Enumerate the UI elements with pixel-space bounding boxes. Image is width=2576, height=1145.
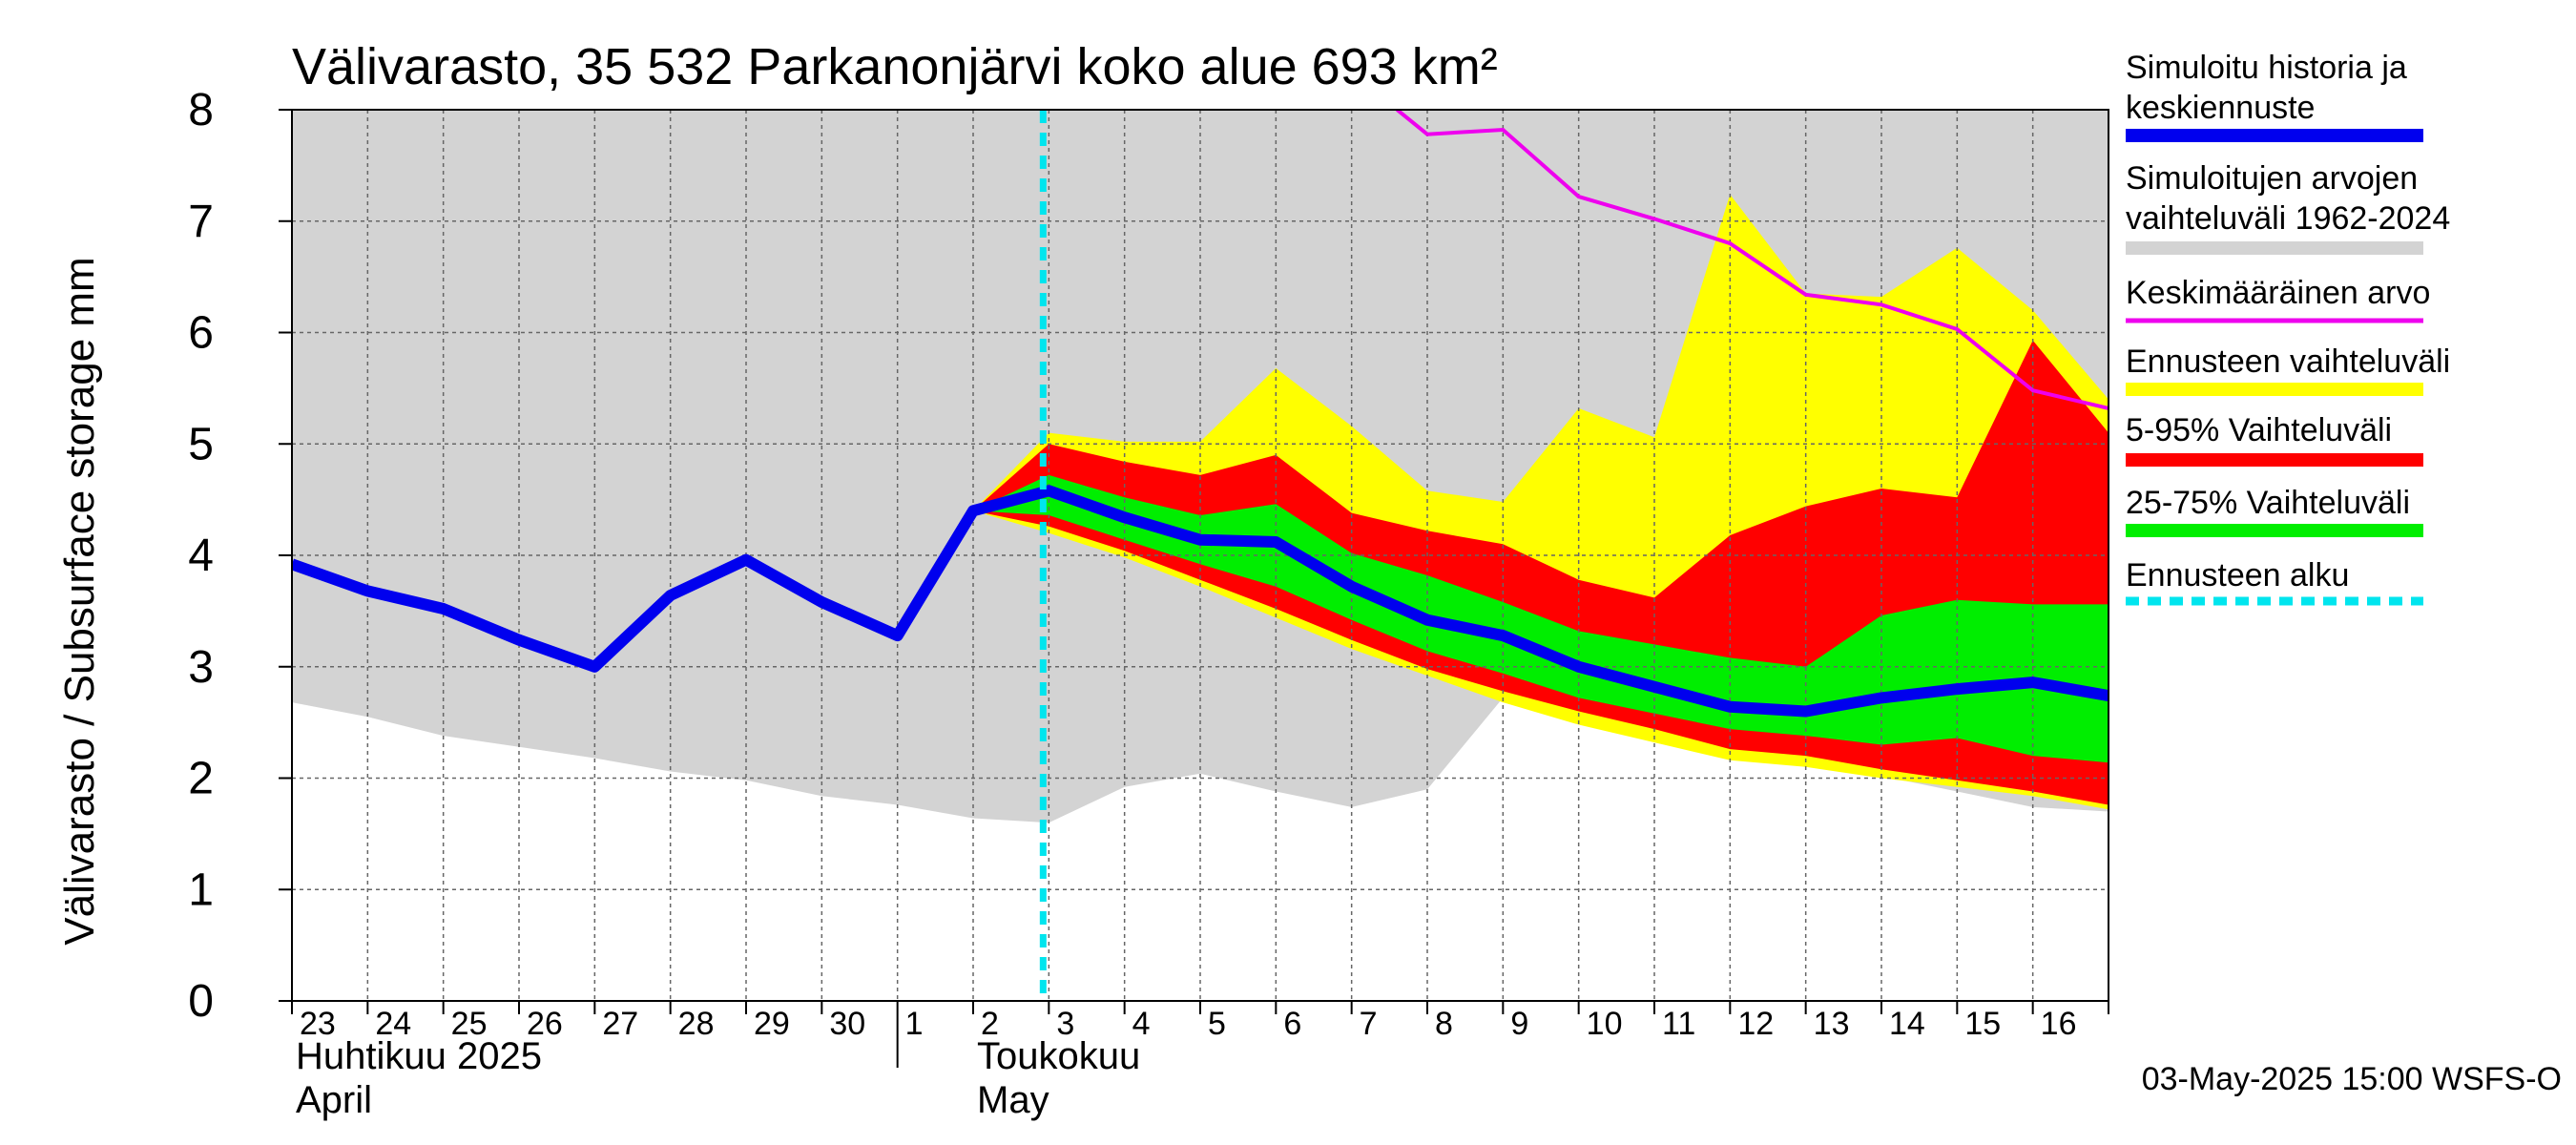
month-label-primary: Toukokuu: [977, 1035, 1140, 1077]
series-layer: [292, 110, 2109, 1001]
legend-label: 5-95% Vaihteluväli: [2126, 412, 2392, 448]
x-tick-label: 1: [905, 1006, 924, 1042]
x-tick-label: 8: [1435, 1006, 1453, 1042]
y-tick-label: 6: [188, 308, 214, 359]
x-tick-label: 23: [300, 1006, 336, 1042]
median-line: [292, 485, 2109, 718]
x-tick-label: 14: [1889, 1006, 1925, 1042]
legend: Simuloitu historia ja keskiennuste Simuloi…: [2126, 50, 2450, 606]
y-tick-label: 1: [188, 864, 214, 915]
month-label-secondary: May: [977, 1079, 1049, 1121]
x-tick-label: 4: [1132, 1006, 1151, 1042]
x-tick-label: 15: [1964, 1006, 2001, 1042]
legend-label: Ennusteen vaihteluväli: [2126, 344, 2450, 380]
x-tick-label: 5: [1208, 1006, 1226, 1042]
chart-title: Välivarasto, 35 532 Parkanonjärvi koko a…: [292, 38, 1498, 95]
footer-timestamp: 03-May-2025 15:00 WSFS-O: [2142, 1061, 2562, 1097]
x-tick-label: 30: [829, 1006, 865, 1042]
x-tick-label: 9: [1510, 1006, 1528, 1042]
legend-label: Simuloitujen arvojen: [2126, 160, 2418, 197]
y-tick-label: 2: [188, 754, 214, 804]
x-tick-label: 7: [1360, 1006, 1378, 1042]
legend-label: 25-75% Vaihteluväli: [2126, 485, 2410, 521]
y-tick-label: 4: [188, 531, 214, 581]
y-axis-label: Välivarasto / Subsurface storage mm: [56, 257, 103, 945]
y-tick-label: 5: [188, 419, 214, 469]
x-tick-label: 12: [1737, 1006, 1774, 1042]
x-tick-label: 16: [2041, 1006, 2077, 1042]
y-tick-label: 3: [188, 642, 214, 693]
month-label-primary: Huhtikuu 2025: [296, 1035, 542, 1077]
x-tick-label: 27: [602, 1006, 638, 1042]
x-tick-label: 26: [527, 1006, 563, 1042]
legend-label: Keskimääräinen arvo: [2126, 275, 2430, 311]
month-label-secondary: April: [296, 1079, 372, 1121]
y-tick-label: 0: [188, 976, 214, 1027]
x-tick-label: 25: [451, 1006, 488, 1042]
x-tick-label: 2: [981, 1006, 999, 1042]
y-tick-label: 8: [188, 85, 214, 135]
x-tick-label: 3: [1056, 1006, 1074, 1042]
x-tick-label: 10: [1587, 1006, 1623, 1042]
x-tick-label: 29: [754, 1006, 790, 1042]
mean-line: [1396, 110, 2109, 410]
x-tick-label: 11: [1662, 1006, 1695, 1042]
legend-label: Simuloitu historia ja: [2126, 50, 2407, 86]
x-tick-label: 28: [678, 1006, 715, 1042]
legend-label: Ennusteen alku: [2126, 557, 2349, 593]
y-tick-label: 7: [188, 197, 214, 247]
x-tick-label: 13: [1814, 1006, 1850, 1042]
legend-label-cont: vaihteluväli 1962-2024: [2126, 200, 2450, 237]
x-tick-label: 24: [375, 1006, 411, 1042]
grid: [292, 110, 2109, 1001]
x-tick-label: 6: [1283, 1006, 1301, 1042]
legend-label-cont: keskiennuste: [2126, 90, 2315, 126]
